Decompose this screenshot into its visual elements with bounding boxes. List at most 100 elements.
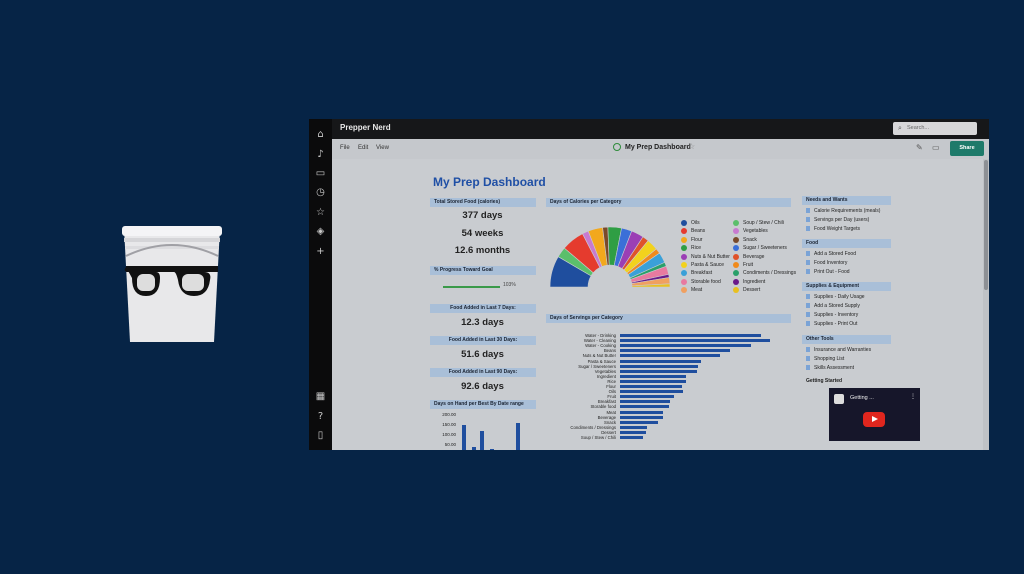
sidebar-link-label: Insurance and Warranties xyxy=(814,347,872,353)
doc-link-icon xyxy=(806,365,810,371)
doc-link-icon xyxy=(806,208,810,214)
progress-label: 103% xyxy=(503,282,516,288)
folder-icon[interactable]: ▭ xyxy=(315,168,326,179)
servings-bar xyxy=(620,410,664,414)
star-icon[interactable]: ☆ xyxy=(316,207,325,218)
doc-link-icon xyxy=(806,347,810,353)
servings-bar xyxy=(620,369,697,373)
best-by-bar xyxy=(462,425,466,450)
legend-label: Soup / Stew / Chili xyxy=(743,220,784,226)
servings-bar xyxy=(620,354,721,358)
sidebar-link[interactable]: Calorie Requirements (meals) xyxy=(806,208,880,214)
templates-icon[interactable]: ◈ xyxy=(316,226,325,237)
total-months: 12.6 months xyxy=(454,245,511,256)
favorite-star-icon[interactable]: ☆ xyxy=(688,142,696,151)
doc-link-icon xyxy=(806,356,810,362)
bell-icon[interactable]: ♪ xyxy=(317,149,324,160)
doc-link-icon xyxy=(806,303,810,309)
comment-icon[interactable]: ▭ xyxy=(932,143,940,152)
servings-bar xyxy=(620,400,670,404)
servings-bar xyxy=(620,359,701,363)
clock-icon[interactable]: ◷ xyxy=(316,187,325,198)
servings-category-label: Dessert xyxy=(601,429,616,435)
servings-bar xyxy=(620,344,752,348)
brand-name[interactable]: Prepper Nerd xyxy=(340,123,391,132)
servings-category-label: Meat xyxy=(606,409,616,415)
video-title: Getting ... xyxy=(850,395,874,401)
servings-category-label: Beans xyxy=(603,348,616,354)
legend-swatch xyxy=(681,236,687,243)
menu-bar: File Edit View My Prep Dashboard ☆ ✎ ▭ S… xyxy=(332,139,989,159)
legend-label: Breakfast xyxy=(691,270,713,277)
added-7-header: Food Added in Last 7 Days: xyxy=(430,304,536,313)
sidebar-link[interactable]: Skills Assessment xyxy=(806,365,854,371)
search-input[interactable]: ⌕ Search... xyxy=(893,122,977,135)
getting-started-video[interactable]: Getting ... ⋮ xyxy=(829,388,920,441)
sidebar-link[interactable]: Supplies - Print Out xyxy=(806,321,857,327)
menu-file[interactable]: File xyxy=(340,145,350,151)
servings-bar xyxy=(620,395,675,399)
edit-pencil-icon[interactable]: ✎ xyxy=(916,143,923,152)
home-icon[interactable]: ⌂ xyxy=(317,129,324,140)
best-by-bar xyxy=(472,447,476,450)
legend-swatch xyxy=(681,287,687,294)
legend-swatch xyxy=(733,236,739,243)
menu-edit[interactable]: Edit xyxy=(358,145,369,151)
servings-category-label: Vegetables xyxy=(594,368,616,374)
scrollbar[interactable] xyxy=(983,159,989,450)
play-icon[interactable] xyxy=(863,412,885,427)
sidebar-link[interactable]: Food Inventory xyxy=(806,260,847,266)
left-rail: ⌂ ♪ ▭ ◷ ☆ ◈ + ▦ ? ▯ xyxy=(309,119,332,450)
total-stored-header: Total Stored Food (calories) xyxy=(430,198,536,207)
apps-grid-icon[interactable]: ▦ xyxy=(315,391,326,402)
video-channel-avatar xyxy=(834,394,844,404)
servings-category-label: Beverage xyxy=(597,414,616,420)
doc-icon[interactable]: ▯ xyxy=(317,430,324,441)
legend-label: Pasta & Sauce xyxy=(691,262,725,268)
sidebar-link[interactable]: Supplies - Inventory xyxy=(806,312,858,318)
doc-link-icon xyxy=(806,251,810,257)
legend-swatch xyxy=(681,228,687,235)
dashboard-title: My Prep Dashboard xyxy=(433,175,546,189)
servings-category-label: Flour xyxy=(606,384,616,389)
servings-header: Days of Servings per Category xyxy=(546,314,791,323)
doc-status-icon xyxy=(613,143,621,151)
legend-label: Fruit xyxy=(743,262,753,268)
plus-icon[interactable]: + xyxy=(316,246,325,257)
sidebar-link[interactable]: Servings per Day (users) xyxy=(806,217,869,223)
sidebar-link[interactable]: Add a Stored Supply xyxy=(806,303,860,309)
best-by-tick-label: 100.00 xyxy=(442,432,456,437)
legend-swatch xyxy=(681,278,687,285)
servings-category-label: Water - Drinking xyxy=(585,333,616,338)
sidebar-section-header: Other Tools xyxy=(802,335,891,344)
best-by-bar xyxy=(516,423,520,450)
menu-view[interactable]: View xyxy=(376,145,389,151)
sidebar-link-label: Add a Stored Supply xyxy=(814,303,860,309)
sidebar-link[interactable]: Insurance and Warranties xyxy=(806,347,871,353)
legend-swatch xyxy=(681,253,687,260)
doc-title[interactable]: My Prep Dashboard xyxy=(625,144,691,151)
sidebar-link[interactable]: Add a Stored Food xyxy=(806,251,856,257)
progress-fill xyxy=(443,286,500,288)
servings-bar xyxy=(620,420,658,424)
legend-label: Beans xyxy=(691,228,706,235)
help-icon[interactable]: ? xyxy=(317,411,324,422)
scrollbar-thumb[interactable] xyxy=(984,160,988,290)
more-vert-icon[interactable]: ⋮ xyxy=(910,394,916,400)
best-by-header: Days on Hand per Best By Date range xyxy=(430,400,536,409)
share-button[interactable]: Share xyxy=(950,141,984,156)
sidebar-link[interactable]: Food Weight Targets xyxy=(806,226,860,232)
servings-bar xyxy=(620,374,686,378)
sidebar-link-label: Supplies - Daily Usage xyxy=(814,294,865,300)
search-placeholder: Search... xyxy=(907,125,930,131)
servings-category-label: Ingredient xyxy=(596,373,616,379)
sidebar-link[interactable]: Shopping List xyxy=(806,356,844,362)
sidebar-link[interactable]: Supplies - Daily Usage xyxy=(806,294,865,300)
legend-label: Beverage xyxy=(743,253,765,260)
servings-bar xyxy=(620,436,643,439)
servings-category-label: Soup / Stew / Chili xyxy=(580,435,616,440)
servings-bar xyxy=(620,405,669,409)
servings-bar xyxy=(620,430,647,434)
sidebar-link[interactable]: Print Out - Food xyxy=(806,269,850,275)
legend-label: Sugar / Sweeteners xyxy=(743,245,787,252)
